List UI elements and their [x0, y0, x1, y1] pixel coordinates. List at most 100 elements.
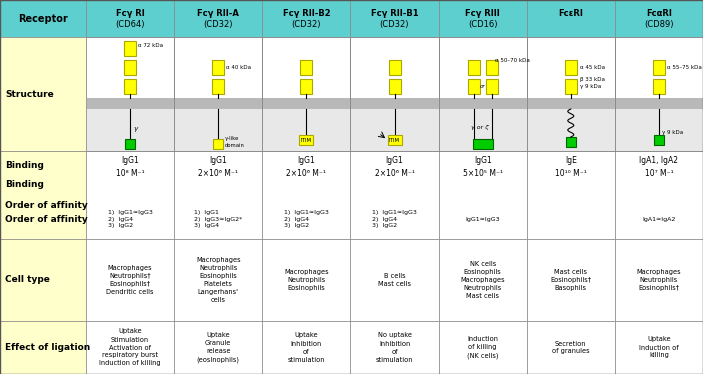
- Bar: [86, 98, 703, 109]
- Bar: [86, 37, 174, 151]
- Text: IgA1, IgA2: IgA1, IgA2: [640, 156, 678, 165]
- Text: Macrophages
Neutrophils†
Eosinophils†
Dendritic cells: Macrophages Neutrophils† Eosinophils† De…: [106, 265, 154, 295]
- Text: 10⁸ M⁻¹: 10⁸ M⁻¹: [116, 169, 144, 178]
- Bar: [387, 135, 401, 145]
- Bar: [174, 239, 262, 321]
- Bar: [262, 151, 350, 239]
- Text: Binding: Binding: [5, 160, 44, 169]
- Bar: [262, 0, 350, 37]
- Bar: [124, 60, 136, 75]
- Bar: [350, 0, 439, 37]
- Text: Uptake
Granule
release
(eosinophils): Uptake Granule release (eosinophils): [197, 332, 240, 363]
- Text: (CD32): (CD32): [380, 20, 409, 29]
- Bar: [350, 239, 439, 321]
- Bar: [350, 321, 439, 374]
- Text: 1)  IgG1≈IgG3
2)  IgG4
3)  IgG2: 1) IgG1≈IgG3 2) IgG4 3) IgG2: [108, 210, 153, 228]
- Bar: [615, 37, 703, 151]
- Bar: [0, 321, 86, 374]
- Bar: [615, 239, 703, 321]
- Text: ITIM: ITIM: [301, 138, 312, 142]
- Bar: [86, 151, 174, 239]
- Text: γ-like
domain: γ-like domain: [225, 137, 245, 148]
- Bar: [262, 239, 350, 321]
- Bar: [467, 60, 479, 75]
- Bar: [566, 137, 576, 147]
- Bar: [174, 151, 262, 239]
- Text: 2×10⁶ M⁻¹: 2×10⁶ M⁻¹: [375, 169, 415, 178]
- Text: 2×10⁶ M⁻¹: 2×10⁶ M⁻¹: [198, 169, 238, 178]
- Text: Order of affinity: Order of affinity: [5, 215, 88, 224]
- Bar: [124, 41, 136, 56]
- Text: No uptake
Inhibition
of
stimulation: No uptake Inhibition of stimulation: [375, 332, 413, 362]
- Bar: [527, 321, 615, 374]
- Bar: [653, 60, 665, 75]
- Text: Fcγ RI: Fcγ RI: [116, 9, 144, 18]
- Text: γ 9 kDa: γ 9 kDa: [580, 83, 601, 89]
- Text: Receptor: Receptor: [18, 13, 68, 24]
- Bar: [212, 60, 224, 75]
- Bar: [527, 0, 615, 37]
- Text: 10¹⁰ M⁻¹: 10¹⁰ M⁻¹: [555, 169, 587, 178]
- Text: IgE: IgE: [565, 156, 576, 165]
- Bar: [615, 0, 703, 37]
- Bar: [350, 151, 439, 239]
- Text: 10⁷ M⁻¹: 10⁷ M⁻¹: [645, 169, 673, 178]
- Text: IgG1: IgG1: [297, 156, 315, 165]
- Bar: [350, 37, 439, 151]
- Bar: [615, 151, 703, 239]
- Text: IgG1: IgG1: [209, 156, 227, 165]
- Bar: [467, 79, 479, 94]
- Text: α 40 kDa: α 40 kDa: [226, 65, 252, 70]
- Text: α 55–75 kDa: α 55–75 kDa: [667, 65, 702, 70]
- Bar: [0, 37, 86, 151]
- Text: Mast cells
Eosinophils†
Basophils: Mast cells Eosinophils† Basophils: [550, 269, 591, 291]
- Bar: [389, 60, 401, 75]
- Text: Binding

Order of affinity: Binding Order of affinity: [5, 180, 88, 210]
- Bar: [300, 60, 312, 75]
- Bar: [262, 321, 350, 374]
- Bar: [124, 79, 136, 94]
- Bar: [262, 37, 350, 151]
- Text: β 33 kDa: β 33 kDa: [580, 77, 605, 82]
- Text: Macrophages
Neutrophils
Eosinophils: Macrophages Neutrophils Eosinophils: [284, 269, 329, 291]
- Bar: [174, 37, 262, 151]
- Bar: [486, 60, 498, 75]
- Text: γ or ζ: γ or ζ: [471, 125, 489, 129]
- Text: 1)  IgG1≈IgG3
2)  IgG4
3)  IgG2: 1) IgG1≈IgG3 2) IgG4 3) IgG2: [284, 210, 329, 228]
- Text: ITIM: ITIM: [389, 138, 400, 142]
- Bar: [0, 239, 86, 321]
- Bar: [213, 139, 224, 149]
- Text: Cell type: Cell type: [5, 276, 50, 285]
- Text: Macrophages
Neutrophils
Eosinophils†: Macrophages Neutrophils Eosinophils†: [637, 269, 681, 291]
- Text: (CD64): (CD64): [115, 20, 145, 29]
- Bar: [527, 37, 615, 151]
- Text: (CD16): (CD16): [468, 20, 498, 29]
- Bar: [565, 60, 576, 75]
- Bar: [174, 321, 262, 374]
- Bar: [300, 79, 312, 94]
- Text: 5×10⁵ M⁻¹: 5×10⁵ M⁻¹: [463, 169, 503, 178]
- Bar: [174, 0, 262, 37]
- Bar: [654, 135, 664, 145]
- Bar: [125, 139, 135, 149]
- Bar: [86, 239, 174, 321]
- Bar: [299, 135, 314, 145]
- Text: (CD32): (CD32): [292, 20, 321, 29]
- Text: B cells
Mast cells: B cells Mast cells: [378, 273, 411, 287]
- Bar: [439, 151, 527, 239]
- Bar: [212, 79, 224, 94]
- Text: Fcγ RIII: Fcγ RIII: [465, 9, 500, 18]
- Text: α 50–70 kDa: α 50–70 kDa: [495, 58, 529, 62]
- Bar: [472, 139, 493, 149]
- Bar: [653, 79, 665, 94]
- Bar: [527, 37, 615, 151]
- Text: Fcγ RII-B2: Fcγ RII-B2: [283, 9, 330, 18]
- Text: Uptake
Inhibition
of
stimulation: Uptake Inhibition of stimulation: [288, 332, 325, 362]
- Text: FcαRI: FcαRI: [646, 9, 672, 18]
- Bar: [439, 37, 527, 151]
- Text: Secretion
of granules: Secretion of granules: [552, 340, 590, 355]
- Text: 1)  IgG1≈IgG3
2)  IgG4
3)  IgG2: 1) IgG1≈IgG3 2) IgG4 3) IgG2: [372, 210, 417, 228]
- Text: (CD89): (CD89): [644, 20, 673, 29]
- Text: IgG1: IgG1: [121, 156, 139, 165]
- Text: IgA1≈IgA2: IgA1≈IgA2: [643, 217, 676, 221]
